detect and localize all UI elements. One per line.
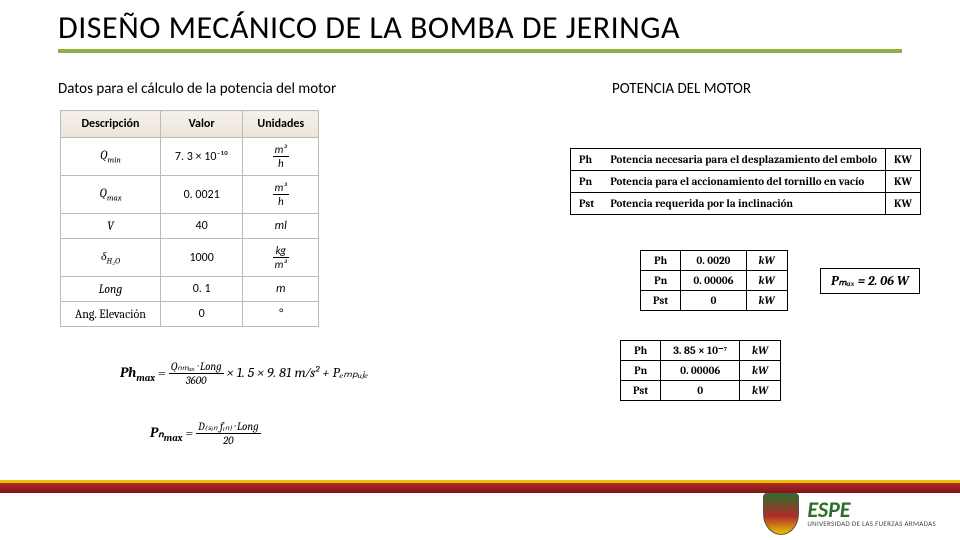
brand-big: ESPE (807, 500, 936, 520)
table-row: PhPotencia necesaria para el desplazamie… (571, 149, 921, 171)
equation-ph: Phmax = Qₙₘₐₓ · Long3600 × 1. 5 × 9. 81 … (120, 360, 368, 387)
table-row: PnPotencia para el accionamiento del tor… (571, 171, 921, 193)
slide-title: DISEÑO MECÁNICO DE LA BOMBA DE JERINGA (58, 8, 902, 53)
table-row: Qmax (61, 176, 161, 214)
brand-small: UNIVERSIDAD DE LAS FUERZAS ARMADAS (807, 519, 936, 528)
pmax-box: Pₘₐₓ = 2. 06 W (820, 268, 920, 294)
table-row: δH₂O (61, 239, 161, 277)
table-row: Pn0. 00006kW (641, 271, 788, 291)
crest-icon (763, 493, 799, 535)
subtitle-right: POTENCIA DEL MOTOR (612, 80, 751, 98)
table-row: V (61, 214, 161, 239)
results-table-1: Ph0. 0020kWPn0. 00006kWPst0kW (640, 250, 788, 311)
table-row: Long (61, 277, 161, 302)
equation-pn: Pₙmax = D₍ₛᵢₙ fᵢₙ₎ · Long20 (150, 420, 261, 447)
table-row: Qmin (61, 138, 161, 176)
input-data-table: Descripción Valor Unidades Qmin7. 3 × 10… (60, 110, 319, 327)
table-row: Pst0kW (621, 381, 781, 401)
subtitle-left: Datos para el cálculo de la potencia del… (58, 80, 336, 98)
table-row: Ph3. 85 × 10⁻⁷kW (621, 341, 781, 361)
footer-bar (0, 480, 960, 493)
results-table-2: Ph3. 85 × 10⁻⁷kWPn0. 00006kWPst0kW (620, 340, 781, 401)
power-definitions-table: PhPotencia necesaria para el desplazamie… (570, 148, 921, 215)
table-row: Pst0kW (641, 291, 788, 311)
th-unit: Unidades (243, 111, 319, 138)
th-desc: Descripción (61, 111, 161, 138)
table-row: PstPotencia requerida por la inclinación… (571, 193, 921, 215)
table-row: Pn0. 00006kW (621, 361, 781, 381)
brand-logo: ESPE UNIVERSIDAD DE LAS FUERZAS ARMADAS (763, 493, 936, 535)
table-row: Ph0. 0020kW (641, 251, 788, 271)
th-val: Valor (160, 111, 242, 138)
table-row: Ang. Elevación (61, 302, 161, 327)
